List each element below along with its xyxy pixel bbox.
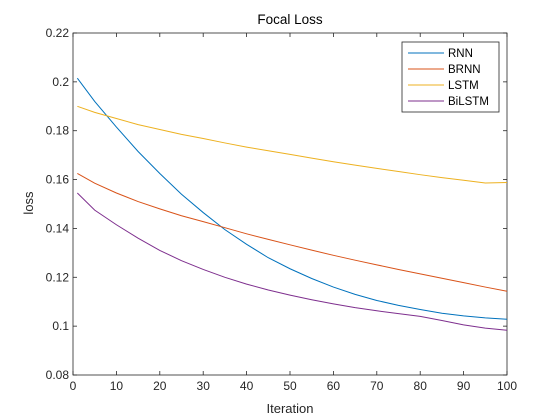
x-tick-label: 10 [110, 379, 124, 393]
legend-label-bilstm: BiLSTM [448, 96, 489, 108]
x-tick-label: 80 [414, 379, 428, 393]
x-tick-label: 70 [370, 379, 384, 393]
x-tick-label: 0 [70, 379, 77, 393]
x-tick-label: 100 [497, 379, 517, 393]
y-axis-label: loss [21, 191, 36, 215]
x-tick-label: 50 [283, 379, 297, 393]
x-tick-label: 40 [240, 379, 254, 393]
series-line-rnn [76, 77, 508, 320]
x-tick-label: 90 [457, 379, 471, 393]
y-tick-label: 0.22 [46, 26, 70, 40]
legend-label-lstm: LSTM [448, 80, 479, 92]
x-tick-label: 20 [153, 379, 167, 393]
chart-title: Focal Loss [257, 12, 323, 27]
legend-label-rnn: RNN [448, 48, 473, 60]
x-tick-label: 30 [197, 379, 211, 393]
y-tick-label: 0.18 [46, 124, 70, 138]
y-tick-label: 0.08 [46, 368, 70, 382]
y-tick-label: 0.2 [52, 75, 69, 89]
x-tick-label: 60 [327, 379, 341, 393]
series-line-lstm [77, 105, 508, 184]
y-tick-label: 0.1 [52, 319, 69, 333]
series-line-brnn [77, 173, 508, 292]
x-axis-label: Iteration [267, 401, 314, 416]
legend-label-brnn: BRNN [448, 64, 481, 76]
legend [401, 41, 500, 113]
y-tick-label: 0.14 [46, 221, 70, 235]
series-line-bilstm [76, 192, 508, 331]
y-tick-label: 0.16 [46, 173, 70, 187]
y-tick-label: 0.12 [46, 270, 70, 284]
